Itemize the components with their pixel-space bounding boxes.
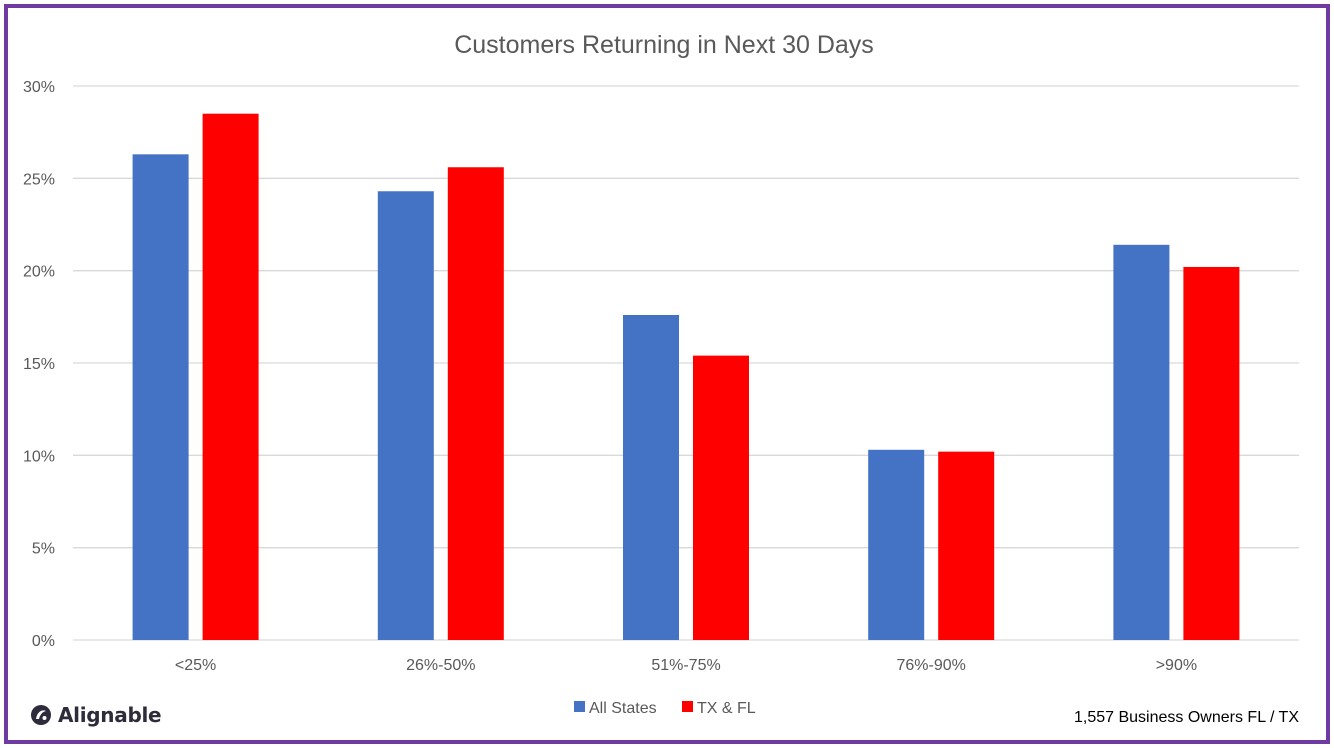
bar-all-states-1	[377, 191, 434, 640]
legend: All States TX & FL	[574, 700, 756, 717]
brand-name: Alignable	[58, 703, 162, 727]
y-tick-label: 10%	[23, 448, 55, 465]
bar-tx-fl-4	[1183, 266, 1240, 640]
bar-all-states-0	[132, 154, 189, 640]
y-tick-label: 15%	[23, 356, 55, 373]
legend-label: All States	[589, 700, 657, 717]
x-tick-label: 76%-90%	[897, 657, 966, 674]
bar-all-states-2	[623, 314, 679, 640]
bar-tx-fl-1	[447, 167, 504, 640]
x-tick-label: >90%	[1156, 657, 1197, 674]
bar-all-states-3	[868, 449, 925, 640]
chart-title: Customers Returning in Next 30 Days	[454, 31, 874, 59]
bars	[132, 113, 1240, 640]
x-tick-label: 26%-50%	[406, 657, 475, 674]
gridlines	[73, 85, 1299, 641]
y-tick-label: 20%	[23, 264, 55, 281]
bar-tx-fl-2	[693, 355, 749, 640]
y-axis-tick-labels: 0% 5% 10% 15% 20% 25% 30%	[23, 79, 55, 650]
bar-tx-fl-0	[202, 113, 259, 640]
alignable-logo-icon	[31, 705, 51, 725]
y-tick-label: 5%	[32, 541, 55, 558]
y-tick-label: 25%	[23, 171, 55, 188]
legend-swatch	[682, 701, 693, 712]
bar-tx-fl-3	[938, 451, 995, 640]
x-tick-label: 51%-75%	[651, 657, 720, 674]
legend-swatch	[574, 701, 585, 712]
x-axis-tick-labels: <25% 26%-50% 51%-75% 76%-90% >90%	[175, 657, 1197, 674]
sample-size-footnote: 1,557 Business Owners FL / TX	[1074, 709, 1299, 726]
x-tick-label: <25%	[175, 657, 216, 674]
brand: Alignable	[30, 703, 162, 727]
bar-all-states-4	[1113, 244, 1170, 640]
y-tick-label: 0%	[32, 633, 55, 650]
legend-label: TX & FL	[697, 700, 756, 717]
y-tick-label: 30%	[23, 79, 55, 96]
